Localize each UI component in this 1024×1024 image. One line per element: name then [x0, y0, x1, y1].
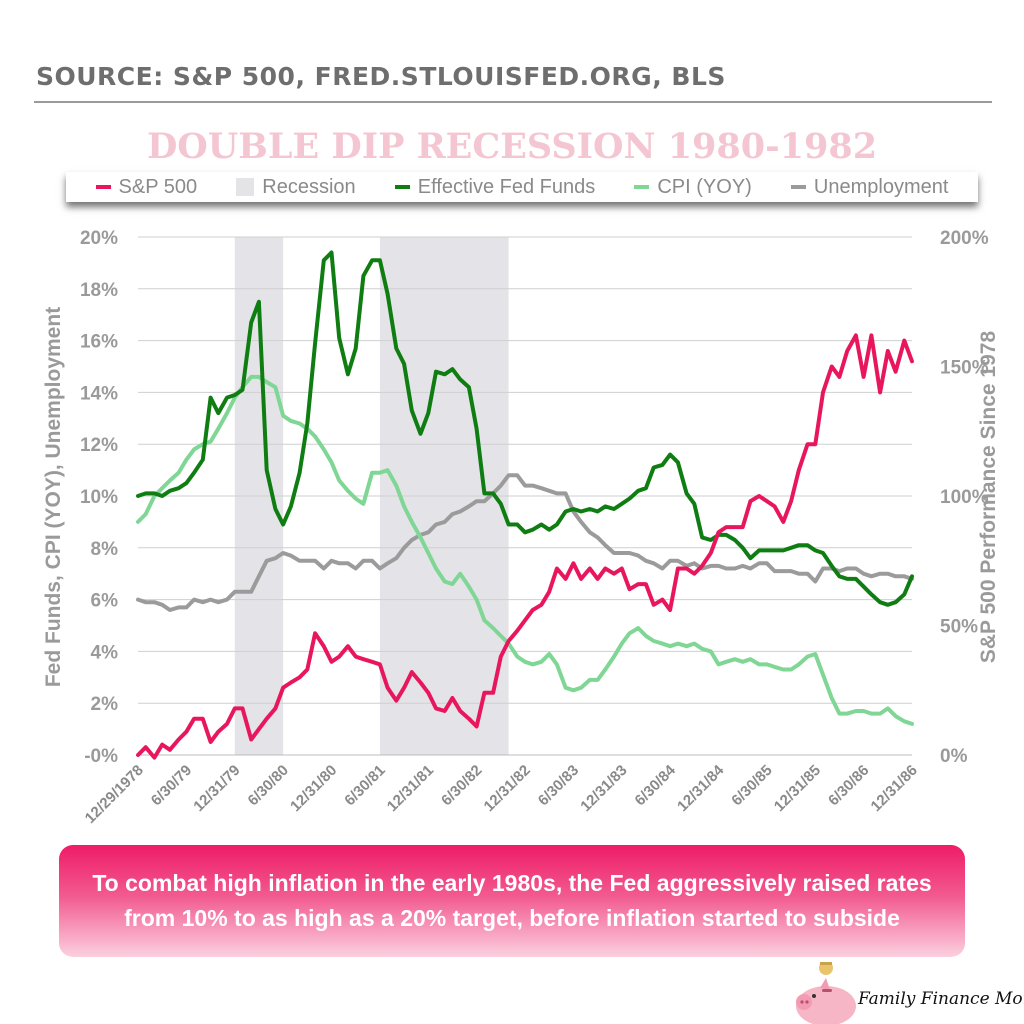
- y-left-tick-label: 6%: [91, 591, 119, 612]
- legend-swatch: [790, 185, 806, 189]
- line-chart: -0% 2% 4% 6% 8% 10% 12% 14% 16% 18% 20% 0% 50% 100% 1…: [42, 228, 1000, 827]
- x-tick-label: 6/30/85: [728, 762, 775, 809]
- y-left-tick-label: 16%: [80, 332, 118, 353]
- chart-legend: S&P 500 Recession Effective Fed Funds CPI (…: [66, 172, 978, 202]
- y-left-tick-label: 2%: [91, 694, 119, 715]
- y-left-tick-label: 10%: [80, 487, 118, 508]
- x-tick-label: 12/31/81: [384, 762, 437, 815]
- x-tick-label: 12/31/86: [868, 762, 921, 815]
- legend-swatch: [236, 178, 255, 196]
- y-left-tick-label: 18%: [80, 280, 118, 301]
- legend-label: Effective Fed Funds: [417, 175, 596, 198]
- x-tick-label: 6/30/81: [341, 762, 388, 809]
- x-tick-label: 12/31/80: [287, 762, 340, 815]
- y-right-tick-label: 150%: [940, 358, 989, 379]
- y-left-tick-label: 12%: [80, 435, 118, 456]
- legend-label: CPI (YOY): [657, 175, 752, 198]
- y-left-tick-label: 20%: [80, 228, 118, 249]
- legend-item-3: CPI (YOY): [634, 175, 752, 199]
- legend-item-1: Recession: [236, 175, 356, 199]
- y-axis-right-label: S&P 500 Performance Since 1978: [977, 331, 1000, 664]
- x-tick-label: 6/30/86: [825, 762, 872, 809]
- x-tick-label: 12/31/79: [190, 762, 243, 815]
- piggy-bank-icon: [796, 962, 856, 1024]
- legend-label: Recession: [262, 175, 356, 198]
- y-left-tick-label: 14%: [80, 383, 118, 404]
- legend-swatch: [95, 185, 111, 189]
- legend-label: Unemployment: [813, 175, 949, 198]
- x-tick-label: 6/30/79: [148, 762, 195, 809]
- series-line-s-p-500: [136, 333, 914, 760]
- x-tick-label: 12/31/83: [577, 762, 630, 815]
- series-line-effective-fed-funds: [136, 250, 914, 607]
- x-tick-label: 12/31/84: [674, 761, 728, 815]
- summary-banner: To combat high inflation in the early 19…: [59, 845, 965, 957]
- legend-item-2: Effective Fed Funds: [394, 175, 596, 199]
- series-line-cpi-yoy: [136, 374, 914, 726]
- series-lines: [136, 250, 914, 760]
- series-line-unemployment: [136, 473, 914, 612]
- brand-name: Family Finance Mom: [858, 989, 1024, 1009]
- x-tick-label: 6/30/83: [535, 762, 582, 809]
- legend-label: S&P 500: [118, 175, 198, 198]
- banner-line-2: from 10% to as high as a 20% target, bef…: [124, 905, 900, 931]
- y-right-tick-label: 200%: [940, 228, 989, 249]
- y-left-tick-label: 8%: [91, 539, 119, 560]
- y-right-tick-label: 50%: [940, 617, 978, 638]
- x-tick-label: 6/30/82: [438, 762, 485, 809]
- x-tick-label: 12/29/1978: [82, 762, 147, 827]
- legend-swatch: [394, 185, 410, 189]
- banner-line-1: To combat high inflation in the early 19…: [92, 870, 932, 896]
- y-axis-right-ticks: 0% 50% 100% 150% 200%: [940, 228, 989, 767]
- y-left-tick-label: 4%: [91, 642, 119, 663]
- chart-title: DOUBLE DIP RECESSION 1980-1982: [146, 126, 878, 167]
- gridlines: [138, 236, 912, 756]
- y-right-tick-label: 100%: [940, 487, 989, 508]
- header-divider: [34, 101, 992, 103]
- x-tick-label: 6/30/80: [245, 762, 292, 809]
- source-caption: SOURCE: S&P 500, FRED.STLOUISFED.ORG, BL…: [36, 62, 726, 91]
- y-axis-left-label: Fed Funds, CPI (YOY), Unemployment: [42, 307, 65, 687]
- legend-item-4: Unemployment: [790, 175, 949, 199]
- legend-swatch: [634, 185, 650, 189]
- y-axis-left-ticks: -0% 2% 4% 6% 8% 10% 12% 14% 16% 18% 20%: [80, 228, 118, 767]
- x-tick-label: 12/31/85: [771, 762, 824, 815]
- x-tick-label: 12/31/82: [481, 762, 534, 815]
- legend-item-0: S&P 500: [95, 175, 198, 199]
- x-tick-label: 6/30/84: [632, 761, 680, 809]
- y-right-tick-label: 0%: [940, 746, 968, 767]
- y-left-tick-label: -0%: [84, 746, 118, 767]
